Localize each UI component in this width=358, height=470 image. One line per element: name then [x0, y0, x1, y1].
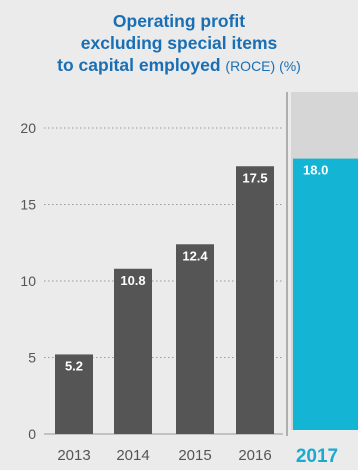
title-line-2: excluding special items [80, 33, 278, 53]
bar-2017 [293, 158, 358, 430]
x-tick-label-2016: 2016 [238, 447, 271, 464]
x-tick-label-2013: 2013 [57, 447, 90, 464]
bar-2015 [176, 244, 214, 434]
title-line-1: Operating profit [112, 11, 246, 31]
title-line-3-sub: (ROCE) (%) [225, 58, 301, 74]
bar-2016 [236, 166, 274, 434]
chart-title: Operating profit excluding special items… [0, 10, 358, 77]
data-label-2014: 10.8 [120, 273, 145, 288]
x-tick-label-2017: 2017 [296, 446, 338, 467]
y-tick-label: 20 [20, 120, 36, 136]
data-label-2017: 18.0 [303, 163, 328, 178]
y-tick-label: 10 [20, 273, 36, 289]
data-label-2016: 17.5 [242, 170, 267, 185]
bar-2014 [114, 268, 152, 434]
data-label-2015: 12.4 [182, 248, 208, 263]
title-line-3-main: to capital employed [57, 55, 221, 75]
x-tick-label-2015: 2015 [178, 447, 211, 464]
y-tick-label: 15 [20, 197, 36, 213]
title-line-3: to capital employed (ROCE) (%) [0, 54, 358, 77]
y-tick-label: 5 [28, 350, 36, 366]
y-tick-label: 0 [28, 426, 36, 442]
bar-2013 [55, 354, 93, 434]
data-label-2013: 5.2 [65, 358, 83, 373]
x-tick-label-2014: 2014 [116, 447, 149, 464]
